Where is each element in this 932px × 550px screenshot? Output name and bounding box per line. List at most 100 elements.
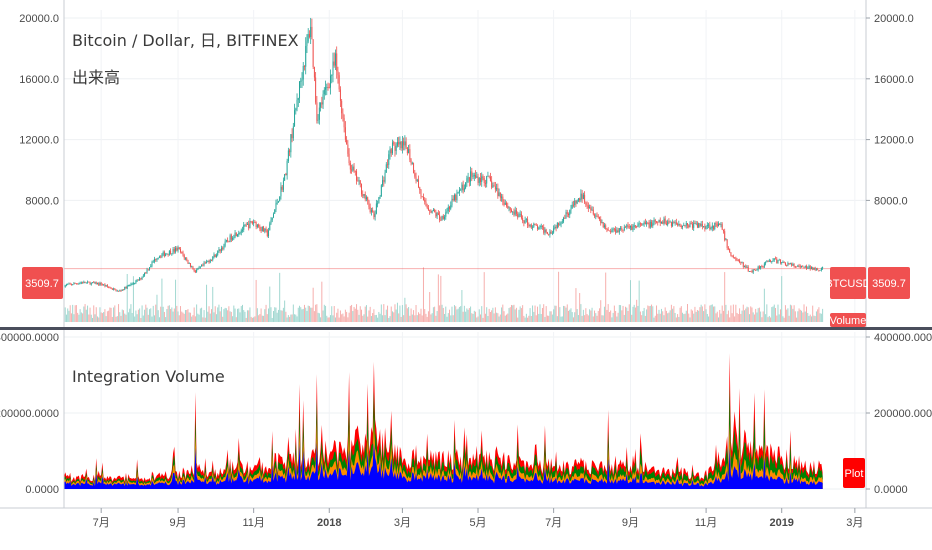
- candle-body: [439, 214, 441, 220]
- volume-bar: [812, 305, 814, 322]
- candle-body: [177, 247, 179, 251]
- volume-bar: [814, 316, 816, 322]
- volume-bar: [621, 310, 623, 322]
- candle-body: [197, 267, 199, 270]
- candle-body: [757, 266, 759, 270]
- volume-bar: [451, 306, 453, 322]
- volume-bar: [124, 313, 126, 322]
- candle-body: [677, 223, 679, 226]
- volume-bar: [571, 312, 573, 322]
- volume-bar: [806, 306, 807, 322]
- candle-body: [538, 227, 540, 229]
- volume-bar: [804, 311, 806, 322]
- candle-body: [580, 193, 582, 201]
- volume-bar: [466, 308, 468, 322]
- candle-body: [719, 223, 721, 226]
- volume-bar: [652, 306, 654, 322]
- volume-bar: [271, 317, 273, 322]
- volume-bar: [538, 313, 540, 322]
- candle-body: [530, 224, 532, 228]
- volume-bar: [493, 313, 495, 322]
- candle-body: [540, 226, 542, 227]
- candle-body: [572, 204, 574, 206]
- grid: [64, 10, 866, 490]
- candle-body: [279, 196, 281, 202]
- candle-body: [523, 220, 525, 224]
- volume-bar: [784, 305, 786, 322]
- candle-body: [327, 87, 329, 88]
- volume-bar: [290, 314, 292, 322]
- candle-body: [186, 258, 188, 261]
- volume-bar: [322, 310, 324, 322]
- volume-bar: [725, 304, 727, 322]
- volume-y-tick-right: 200000.0000: [874, 408, 932, 420]
- candle-body: [356, 171, 358, 181]
- volume-bar: [89, 307, 91, 322]
- candle-body: [670, 221, 672, 226]
- candle-body: [450, 205, 452, 209]
- candle-body: [222, 247, 224, 249]
- candle-body: [256, 224, 258, 228]
- volume-bar: [166, 309, 168, 322]
- volume-bar: [323, 304, 325, 322]
- candle-body: [494, 186, 496, 190]
- candle-body: [729, 248, 731, 253]
- candle-body: [528, 225, 530, 227]
- volume-bar: [331, 306, 333, 322]
- candle-body: [84, 281, 86, 284]
- candle-body: [160, 256, 162, 258]
- volume-bar: [481, 306, 483, 322]
- volume-bar: [285, 311, 287, 322]
- candle-body: [691, 224, 693, 228]
- volume-bar: [430, 314, 432, 322]
- candle-body: [108, 286, 110, 288]
- candle-body: [575, 200, 577, 204]
- volume-bar: [95, 307, 97, 322]
- candle-body: [78, 283, 80, 285]
- candle-body: [214, 254, 216, 258]
- volume-bar: [497, 313, 499, 322]
- candle-body: [99, 282, 101, 285]
- volume-bar: [563, 305, 565, 322]
- volume-bar: [180, 306, 182, 322]
- volume-bar: [734, 316, 736, 322]
- volume-bar: [259, 314, 261, 322]
- symbol-tag: [830, 267, 866, 299]
- volume-bar: [163, 311, 165, 322]
- candle-body: [688, 225, 690, 228]
- volume-bar: [348, 312, 350, 322]
- candle-body: [181, 251, 183, 253]
- candle-body: [441, 215, 443, 220]
- candle-body: [539, 226, 541, 228]
- volume-bar: [606, 309, 608, 322]
- volume-bar: [425, 313, 427, 322]
- candle-body: [382, 180, 384, 186]
- volume-bar: [225, 308, 227, 322]
- volume-bar: [532, 305, 534, 322]
- volume-bar: [649, 305, 651, 322]
- candle-body: [364, 194, 366, 200]
- candle-body: [618, 228, 620, 233]
- candle-body: [518, 215, 520, 218]
- candle-body: [713, 225, 715, 230]
- candle-body: [481, 176, 483, 182]
- candle-body: [633, 225, 635, 227]
- volume-bar: [724, 272, 726, 322]
- candle-body: [178, 247, 180, 250]
- candle-body: [783, 262, 785, 263]
- candle-body: [383, 180, 385, 182]
- candle-body: [421, 196, 423, 198]
- volume-bar: [282, 307, 284, 322]
- volume-bar: [584, 315, 586, 322]
- volume-bar: [280, 310, 282, 322]
- x-tick-label: 11月: [242, 517, 264, 529]
- candle-body: [715, 222, 717, 224]
- candle-body: [502, 196, 504, 202]
- candle-body: [496, 187, 498, 190]
- candle-body: [341, 100, 343, 114]
- candle-body: [361, 183, 362, 195]
- candle-body: [746, 267, 748, 268]
- volume-bar: [779, 309, 781, 322]
- candle-body: [778, 259, 780, 261]
- candle-body: [65, 284, 67, 286]
